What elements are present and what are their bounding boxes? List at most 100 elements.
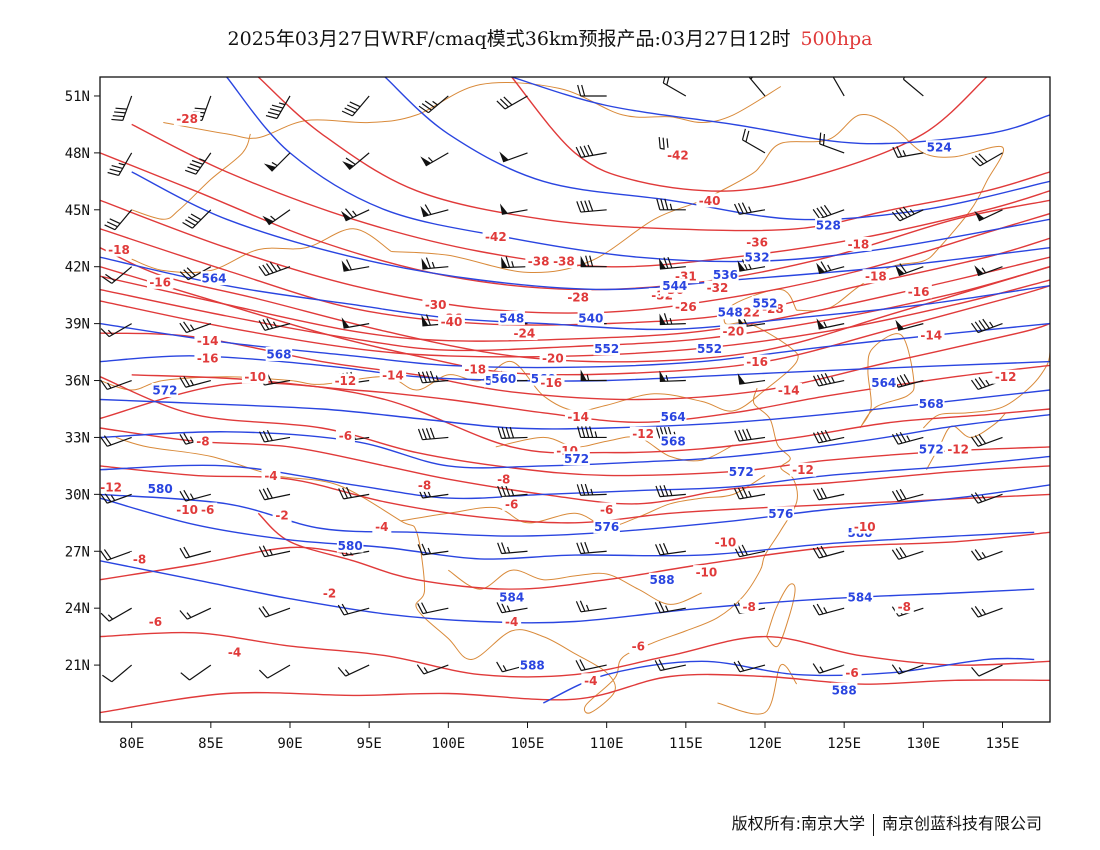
temperature-contours [100, 77, 1050, 714]
contour-label: 572 [152, 384, 177, 398]
contour-label: -10 [244, 370, 266, 384]
contour-label: 572 [919, 442, 944, 456]
wind-barb [576, 483, 607, 496]
contour-label-bg [659, 434, 687, 449]
chart-title: 2025年03月27日WRF/cmaq模式36km预报产品:03月27日12时 5… [0, 24, 1100, 51]
wind-barb [497, 426, 528, 439]
boundary-line [766, 583, 796, 648]
wind-barb [100, 323, 132, 338]
contour-label: -28 [567, 291, 589, 305]
wind-barb [733, 202, 766, 215]
wind-barb [891, 488, 924, 502]
x-tick-label: 85E [198, 736, 223, 752]
x-tick-label: 130E [906, 736, 940, 752]
contour-label-bg [712, 267, 739, 282]
contour-label: -18 [108, 243, 130, 257]
contour-label: -14 [567, 410, 589, 424]
temperature-contour [100, 465, 1050, 524]
plot-area: -42 -40 -38 -36 -32 -28 -26 -24 -20 -18 -16 -14 -12 -… [100, 77, 1050, 715]
contour-label-bg [498, 310, 525, 325]
contour-label-bg [564, 290, 592, 305]
wind-barb [974, 265, 1003, 277]
contour-label-bg [265, 346, 293, 361]
contour-label-bg [415, 477, 435, 492]
wind-barb [971, 664, 1003, 677]
contour-label-bg [173, 111, 201, 126]
contour-label: -24 [513, 327, 535, 341]
boundary-line [859, 333, 915, 429]
wind-barb [575, 659, 607, 672]
contour-label: 564 [661, 410, 686, 424]
contour-label-bg [659, 409, 687, 424]
height-contour [100, 497, 1035, 560]
x-tick-label: 115E [669, 736, 703, 752]
wind-barb [100, 607, 132, 622]
contour-label: -4 [375, 520, 388, 534]
contour-label: -16 [746, 355, 768, 369]
temperature-contour [257, 77, 1050, 232]
contour-label-bg [629, 426, 657, 441]
contour-label-bg [581, 673, 601, 688]
boundary-line [495, 436, 734, 462]
contour-label: -18 [848, 237, 870, 251]
contour-label-bg [862, 269, 890, 284]
wind-barb [970, 318, 1003, 334]
wind-barb [733, 486, 766, 500]
contour-label-bg [194, 333, 221, 348]
contour-label: 552 [752, 296, 777, 310]
temperature-contour [100, 256, 1050, 342]
contour-label: -8 [742, 600, 755, 614]
wind-barb [659, 370, 686, 383]
wind-barb [416, 664, 449, 675]
contour-label-bg [502, 496, 522, 511]
contour-label: 588 [650, 573, 675, 587]
contour-label-bg [664, 147, 692, 162]
contour-label: -10 [715, 535, 737, 549]
x-tick-label: 110E [590, 736, 624, 752]
contour-label: -16 [908, 285, 930, 299]
boundary-line [131, 228, 392, 274]
contour-label: -6 [505, 497, 518, 511]
wind-barb [580, 369, 607, 382]
contour-label-bg [918, 441, 945, 456]
contour-label: -4 [264, 469, 277, 483]
height-contour [100, 389, 1050, 430]
contour-label-bg [130, 551, 150, 566]
contour-label-bg [720, 324, 747, 339]
temperature-contour [100, 631, 1050, 678]
contour-label-bg [241, 369, 269, 384]
contour-label: -4 [584, 674, 597, 688]
boundary-line [131, 133, 251, 220]
contour-label-bg [336, 538, 364, 553]
copyright-left: 版权所有:南京大学 [731, 814, 865, 833]
contour-label-bg [628, 639, 648, 654]
contour-label-bg [851, 519, 878, 534]
wind-barb [100, 379, 132, 390]
wind-barb [891, 664, 924, 675]
y-tick-label: 30N [65, 487, 90, 503]
contour-label: -38 [553, 255, 575, 269]
contour-label-bg [846, 589, 874, 604]
wind-barb [104, 209, 133, 231]
title-text: 2025年03月27日WRF/cmaq模式36km预报产品:03月27日12时 [227, 28, 791, 50]
contour-label-bg [494, 472, 514, 487]
wind-barb [658, 257, 686, 270]
wind-barb [420, 204, 449, 218]
copyright-right: 南京创蓝科技有限公司 [881, 814, 1042, 833]
wind-barb [263, 152, 291, 172]
contour-label: -14 [778, 384, 800, 398]
height-contour [131, 171, 1050, 291]
x-axis: 80E 85E 90E 95E 100E 105E 110E 115E 120E 125E 130E… [119, 722, 1019, 752]
boundary-line [448, 569, 702, 605]
x-tick-label: 120E [748, 736, 782, 752]
contour-label: 576 [594, 520, 619, 534]
y-tick-label: 45N [65, 203, 90, 219]
contour-label: 528 [816, 218, 841, 232]
contour-label-bg [498, 589, 525, 604]
wind-barb [812, 603, 845, 616]
y-tick-label: 48N [65, 146, 90, 162]
wind-barb [501, 256, 528, 269]
contour-label-bg [422, 297, 449, 312]
contour-label: 572 [729, 465, 754, 479]
wind-barb [655, 485, 686, 498]
